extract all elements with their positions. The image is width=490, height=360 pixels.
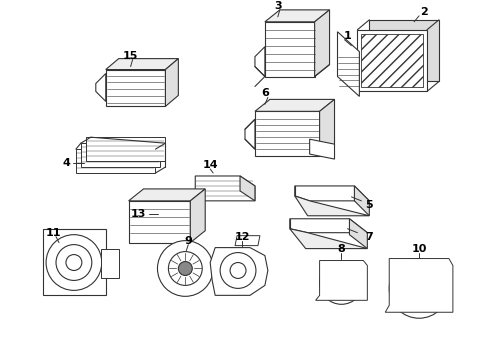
Polygon shape [101, 249, 119, 278]
Polygon shape [338, 32, 359, 96]
Polygon shape [190, 189, 205, 243]
Polygon shape [294, 186, 369, 201]
Polygon shape [76, 149, 155, 173]
Polygon shape [362, 34, 423, 87]
Circle shape [409, 278, 429, 298]
Text: 10: 10 [412, 244, 427, 253]
Polygon shape [290, 219, 368, 233]
Polygon shape [349, 219, 368, 249]
Text: 13: 13 [131, 209, 146, 219]
Polygon shape [354, 186, 369, 216]
Circle shape [230, 262, 246, 278]
Polygon shape [255, 111, 319, 156]
Polygon shape [81, 143, 160, 167]
Text: 2: 2 [420, 7, 428, 17]
Text: 1: 1 [343, 31, 351, 41]
Polygon shape [166, 59, 178, 106]
Circle shape [220, 253, 256, 288]
Polygon shape [357, 30, 427, 91]
Text: 14: 14 [202, 160, 218, 170]
Polygon shape [106, 69, 166, 106]
Text: 4: 4 [62, 158, 70, 168]
Text: 12: 12 [234, 232, 250, 242]
Circle shape [178, 261, 192, 275]
Text: 9: 9 [184, 236, 192, 246]
Polygon shape [245, 119, 255, 149]
Polygon shape [86, 137, 166, 161]
Text: 11: 11 [45, 228, 61, 238]
Circle shape [169, 252, 202, 285]
Text: 6: 6 [261, 89, 269, 98]
Circle shape [329, 270, 354, 295]
Circle shape [319, 261, 364, 304]
Polygon shape [106, 59, 178, 69]
Polygon shape [265, 10, 330, 22]
Polygon shape [290, 229, 368, 249]
Polygon shape [319, 99, 335, 156]
Polygon shape [235, 236, 260, 246]
Circle shape [389, 258, 449, 318]
Polygon shape [316, 261, 368, 300]
Polygon shape [310, 139, 335, 159]
Circle shape [399, 269, 439, 308]
Polygon shape [43, 229, 106, 295]
Text: 3: 3 [274, 1, 282, 11]
Polygon shape [128, 201, 190, 243]
Polygon shape [294, 196, 369, 216]
Text: 7: 7 [366, 232, 373, 242]
Text: 15: 15 [123, 51, 138, 60]
Polygon shape [128, 189, 205, 201]
Polygon shape [240, 176, 255, 201]
Text: 5: 5 [366, 200, 373, 210]
Circle shape [66, 255, 82, 270]
Polygon shape [196, 176, 255, 201]
Polygon shape [210, 248, 268, 295]
Circle shape [337, 278, 346, 287]
Polygon shape [255, 47, 265, 77]
Circle shape [56, 244, 92, 280]
Text: 8: 8 [338, 244, 345, 253]
Polygon shape [265, 22, 315, 77]
Circle shape [46, 235, 102, 291]
Polygon shape [96, 73, 106, 102]
Circle shape [157, 240, 213, 296]
Polygon shape [315, 10, 330, 77]
Polygon shape [369, 20, 439, 81]
Polygon shape [385, 258, 453, 312]
Polygon shape [255, 99, 335, 111]
